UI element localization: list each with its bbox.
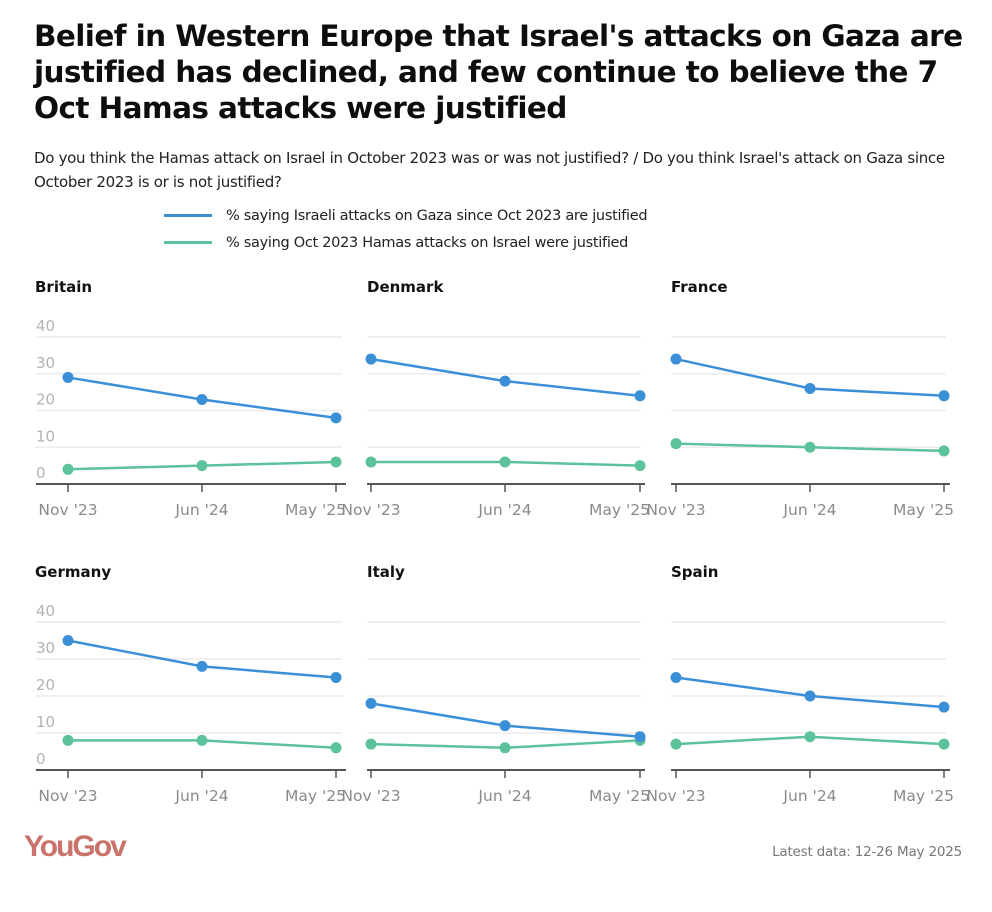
israel-data-point-spain xyxy=(804,690,816,702)
israel-data-point-denmark xyxy=(365,353,377,365)
hamas-data-point-italy xyxy=(499,742,511,754)
x-tick-label: Nov '23 xyxy=(341,787,400,805)
x-tick-label: Jun '24 xyxy=(477,787,531,805)
panel-title-britain: Britain xyxy=(35,278,92,296)
y-tick-label: 40 xyxy=(36,317,55,335)
x-tick-label: Nov '23 xyxy=(646,787,705,805)
x-tick-label: Nov '23 xyxy=(38,787,97,805)
israel-series-line-italy xyxy=(370,702,641,738)
legend-swatch-hamas xyxy=(164,241,212,244)
hamas-data-point-spain xyxy=(938,738,950,750)
legend: % saying Israeli attacks on Gaza since O… xyxy=(164,202,648,256)
x-tick-label: Jun '24 xyxy=(174,787,228,805)
israel-data-point-germany xyxy=(62,635,74,646)
y-tick-label: 0 xyxy=(36,464,46,482)
hamas-data-point-britain xyxy=(330,456,342,468)
israel-data-point-france xyxy=(804,382,816,394)
israel-data-point-italy xyxy=(634,731,646,743)
israel-data-point-britain xyxy=(62,371,74,383)
x-tick-label: May '25 xyxy=(285,787,346,805)
x-tick-label: May '25 xyxy=(285,501,346,519)
x-tick-label: May '25 xyxy=(589,787,650,805)
x-tick-label: Jun '24 xyxy=(782,787,836,805)
chart-title: Belief in Western Europe that Israel's a… xyxy=(34,19,963,125)
x-tick-label: Jun '24 xyxy=(782,501,836,519)
israel-data-point-britain xyxy=(330,412,342,424)
y-tick-label: 30 xyxy=(36,354,55,372)
panel-title-italy: Italy xyxy=(367,563,405,581)
x-tick-label: Jun '24 xyxy=(174,501,228,519)
israel-data-point-britain xyxy=(196,393,208,405)
hamas-data-point-france xyxy=(804,441,816,453)
israel-data-point-denmark xyxy=(634,390,646,402)
israel-data-point-denmark xyxy=(499,375,511,387)
hamas-data-point-britain xyxy=(62,463,74,475)
y-tick-label: 10 xyxy=(36,427,55,445)
x-tick-label: Jun '24 xyxy=(477,501,531,519)
panel-title-denmark: Denmark xyxy=(367,278,444,296)
x-tick-label: Nov '23 xyxy=(38,501,97,519)
x-tick-label: Nov '23 xyxy=(341,501,400,519)
x-tick-label: May '25 xyxy=(893,787,954,805)
hamas-data-point-italy xyxy=(365,738,377,750)
hamas-data-point-germany xyxy=(196,734,208,746)
panel-title-spain: Spain xyxy=(671,563,718,581)
israel-data-point-germany xyxy=(330,672,342,683)
legend-item-israel: % saying Israeli attacks on Gaza since O… xyxy=(164,202,648,229)
hamas-data-point-spain xyxy=(804,731,816,743)
legend-label-israel: % saying Israeli attacks on Gaza since O… xyxy=(226,207,648,224)
yougov-logo: YouGov xyxy=(24,830,127,863)
y-tick-label: 40 xyxy=(36,602,55,620)
hamas-data-point-denmark xyxy=(499,456,511,468)
y-tick-label: 30 xyxy=(36,639,55,657)
latest-data-note: Latest data: 12-26 May 2025 xyxy=(772,844,962,860)
israel-data-point-spain xyxy=(670,672,682,683)
y-tick-label: 20 xyxy=(36,676,55,694)
hamas-data-point-france xyxy=(938,445,950,457)
x-tick-label: Nov '23 xyxy=(646,501,705,519)
israel-data-point-spain xyxy=(938,701,950,713)
israel-data-point-germany xyxy=(196,660,208,672)
hamas-data-point-denmark xyxy=(365,456,377,468)
israel-data-point-italy xyxy=(365,697,377,709)
hamas-data-point-spain xyxy=(670,738,682,750)
panel-title-germany: Germany xyxy=(35,563,111,581)
israel-data-point-france xyxy=(938,390,950,402)
legend-label-hamas: % saying Oct 2023 Hamas attacks on Israe… xyxy=(226,234,629,251)
y-tick-label: 0 xyxy=(36,750,46,768)
hamas-data-point-germany xyxy=(330,742,342,754)
y-tick-label: 20 xyxy=(36,391,55,409)
hamas-data-point-france xyxy=(670,438,682,450)
x-tick-label: May '25 xyxy=(893,501,954,519)
hamas-data-point-germany xyxy=(62,734,74,746)
panel-title-france: France xyxy=(671,278,728,296)
y-tick-label: 10 xyxy=(36,713,55,731)
israel-data-point-italy xyxy=(499,720,511,732)
legend-swatch-israel xyxy=(164,214,212,217)
legend-item-hamas: % saying Oct 2023 Hamas attacks on Israe… xyxy=(164,229,647,256)
hamas-data-point-britain xyxy=(196,460,208,472)
x-tick-label: May '25 xyxy=(589,501,650,519)
israel-data-point-france xyxy=(670,353,682,365)
hamas-data-point-denmark xyxy=(634,460,646,472)
chart-subtitle: Do you think the Hamas attack on Israel … xyxy=(34,149,945,191)
